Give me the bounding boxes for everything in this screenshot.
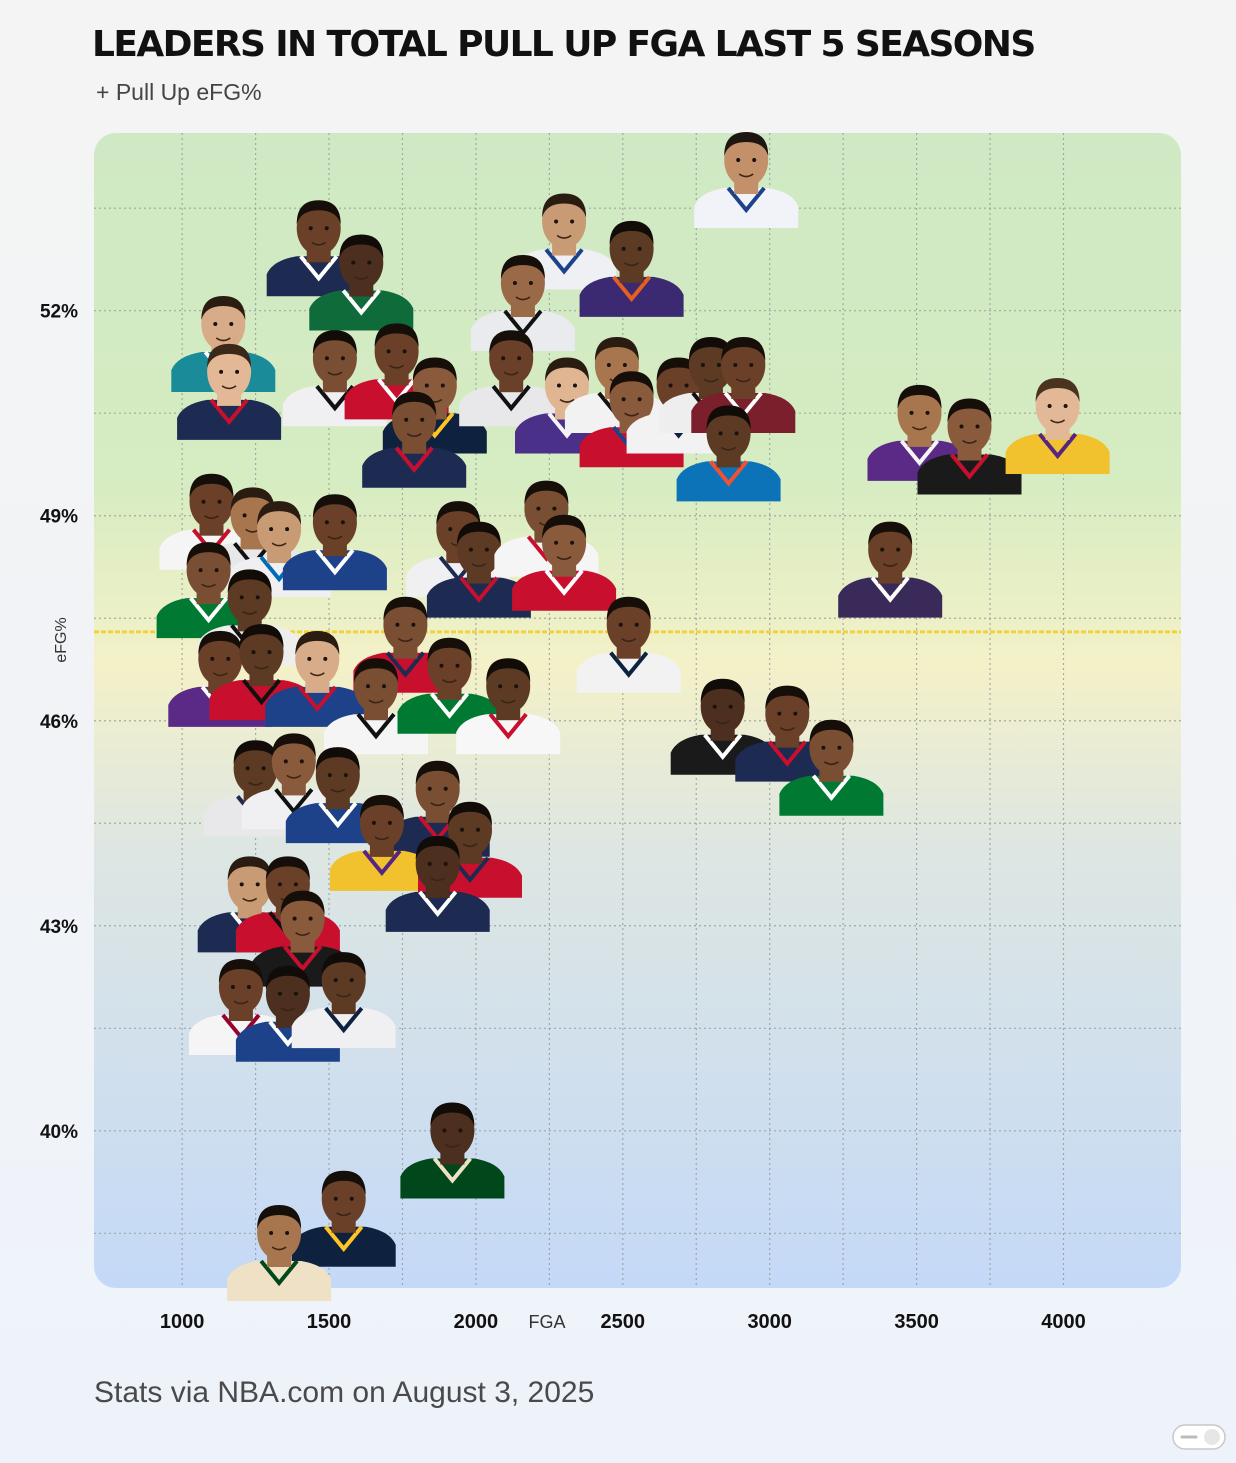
data-point <box>694 132 799 228</box>
x-tick-label: 4000 <box>1041 1311 1086 1333</box>
data-points <box>156 132 1110 1301</box>
data-point <box>385 835 490 932</box>
data-point <box>459 330 564 427</box>
data-point <box>1005 378 1110 474</box>
chart-subtitle: + Pull Up eFG% <box>96 79 262 105</box>
data-point <box>282 494 387 591</box>
data-point <box>579 220 684 317</box>
data-point <box>309 234 414 331</box>
x-tick-label: 1000 <box>160 1311 205 1333</box>
x-tick-label: 2000 <box>454 1311 499 1333</box>
data-point <box>426 521 531 618</box>
data-point <box>576 596 681 693</box>
data-point <box>456 658 561 755</box>
y-tick-label: 49% <box>40 507 78 528</box>
data-point <box>838 521 943 618</box>
data-point <box>291 1170 396 1267</box>
y-tick-label: 40% <box>40 1122 78 1143</box>
data-point <box>735 685 840 782</box>
data-point <box>329 794 434 891</box>
data-point <box>362 391 467 488</box>
y-axis-ticks: 40% 43% 46% 49% 52% <box>40 302 78 1143</box>
data-point <box>917 398 1022 495</box>
y-tick-label: 43% <box>40 917 78 938</box>
data-point <box>512 514 617 611</box>
data-point <box>676 405 781 502</box>
data-point <box>400 1102 505 1199</box>
source-note: Stats via NBA.com on August 3, 2025 <box>94 1376 595 1409</box>
x-tick-label: 3000 <box>747 1311 792 1333</box>
chart-title: LEADERS IN TOTAL PULL UP FGA LAST 5 SEAS… <box>92 24 1036 65</box>
y-tick-label: 52% <box>40 302 78 323</box>
x-tick-label: 1500 <box>307 1311 352 1333</box>
x-axis-ticks: 1000 1500 2000 2500 3000 3500 4000 <box>160 1311 1086 1333</box>
y-axis-label: eFG% <box>53 617 70 663</box>
x-tick-label: 3500 <box>894 1311 939 1333</box>
y-tick-label: 46% <box>40 712 78 733</box>
data-point <box>291 952 396 1049</box>
data-point <box>779 719 884 816</box>
data-point <box>177 343 282 440</box>
data-point <box>227 1205 332 1301</box>
watermark-icon <box>1172 1424 1226 1450</box>
x-tick-label: 2500 <box>601 1311 646 1333</box>
x-axis-label: FGA <box>528 1312 565 1332</box>
